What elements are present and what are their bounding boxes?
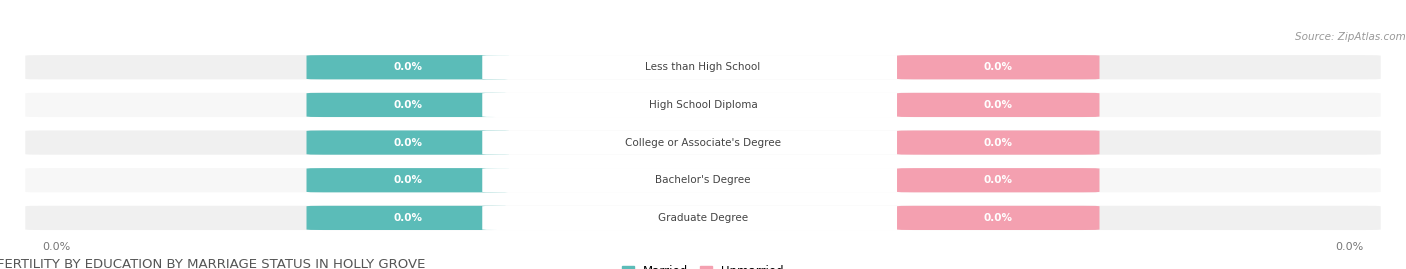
Text: 0.0%: 0.0%: [42, 242, 70, 252]
Text: Source: ZipAtlas.com: Source: ZipAtlas.com: [1295, 33, 1406, 43]
Text: Less than High School: Less than High School: [645, 62, 761, 72]
FancyBboxPatch shape: [897, 130, 1099, 155]
FancyBboxPatch shape: [482, 130, 924, 155]
FancyBboxPatch shape: [482, 93, 924, 117]
Text: 0.0%: 0.0%: [394, 137, 422, 148]
Text: 0.0%: 0.0%: [394, 213, 422, 223]
Text: High School Diploma: High School Diploma: [648, 100, 758, 110]
FancyBboxPatch shape: [307, 130, 509, 155]
Text: 0.0%: 0.0%: [984, 100, 1012, 110]
FancyBboxPatch shape: [307, 206, 509, 230]
FancyBboxPatch shape: [25, 206, 1381, 230]
FancyBboxPatch shape: [307, 168, 509, 192]
Text: 0.0%: 0.0%: [394, 62, 422, 72]
Text: Bachelor's Degree: Bachelor's Degree: [655, 175, 751, 185]
FancyBboxPatch shape: [25, 130, 1381, 155]
FancyBboxPatch shape: [482, 206, 924, 230]
Text: FERTILITY BY EDUCATION BY MARRIAGE STATUS IN HOLLY GROVE: FERTILITY BY EDUCATION BY MARRIAGE STATU…: [0, 258, 426, 269]
Text: 0.0%: 0.0%: [984, 175, 1012, 185]
Text: 0.0%: 0.0%: [1336, 242, 1364, 252]
FancyBboxPatch shape: [25, 55, 1381, 79]
FancyBboxPatch shape: [897, 93, 1099, 117]
Text: 0.0%: 0.0%: [394, 175, 422, 185]
Text: Graduate Degree: Graduate Degree: [658, 213, 748, 223]
FancyBboxPatch shape: [897, 55, 1099, 79]
FancyBboxPatch shape: [25, 93, 1381, 117]
Text: 0.0%: 0.0%: [984, 213, 1012, 223]
Legend: Married, Unmarried: Married, Unmarried: [621, 265, 785, 269]
Text: College or Associate's Degree: College or Associate's Degree: [626, 137, 780, 148]
FancyBboxPatch shape: [482, 168, 924, 192]
FancyBboxPatch shape: [897, 168, 1099, 192]
FancyBboxPatch shape: [897, 206, 1099, 230]
FancyBboxPatch shape: [25, 168, 1381, 192]
Text: 0.0%: 0.0%: [394, 100, 422, 110]
FancyBboxPatch shape: [307, 55, 509, 79]
FancyBboxPatch shape: [307, 93, 509, 117]
Text: 0.0%: 0.0%: [984, 137, 1012, 148]
FancyBboxPatch shape: [482, 55, 924, 79]
Text: 0.0%: 0.0%: [984, 62, 1012, 72]
